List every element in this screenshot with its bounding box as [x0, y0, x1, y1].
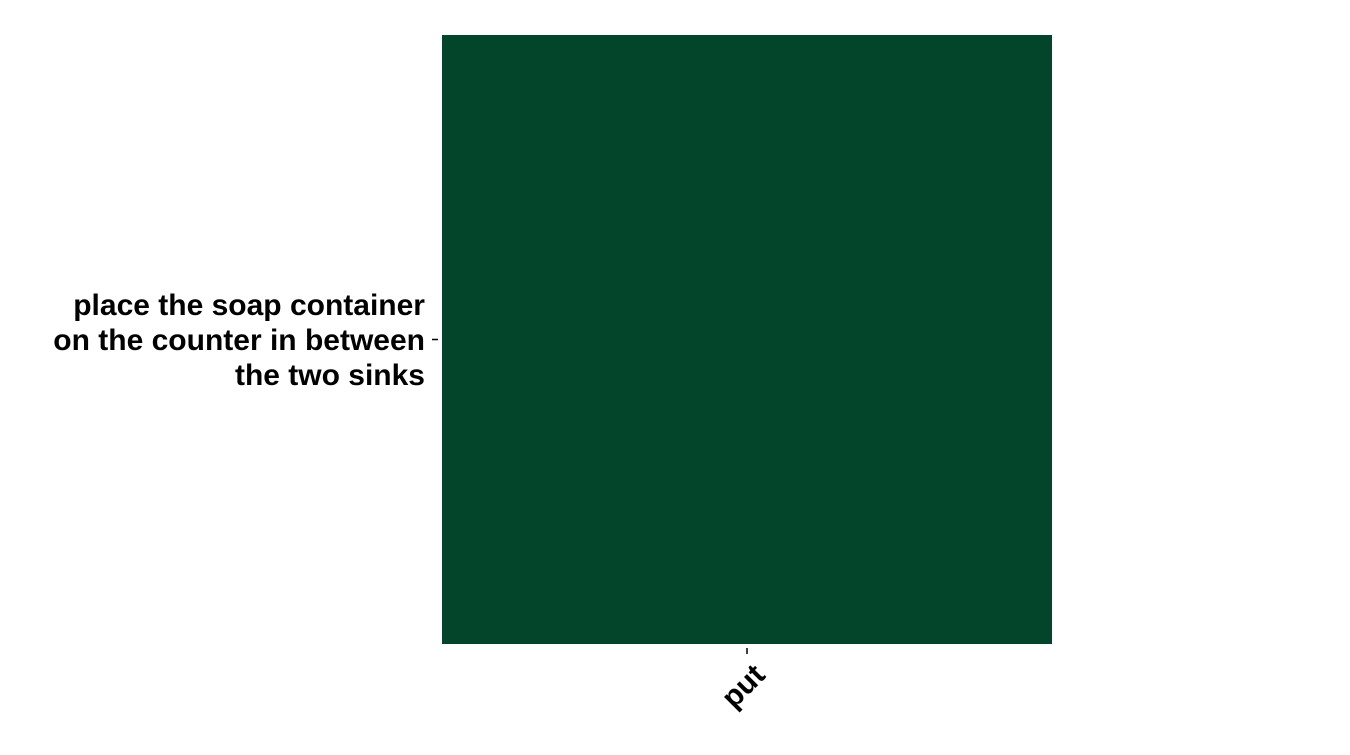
y-tick-label-line: the two sinks	[235, 359, 425, 392]
y-tick-label-line: place the soap container	[73, 289, 425, 322]
heatmap-cell	[442, 35, 1052, 644]
y-tick-label: place the soap container on the counter i…	[53, 289, 425, 392]
x-tick-label: put	[715, 658, 771, 714]
y-tick-label-line: on the counter in between	[53, 324, 425, 357]
